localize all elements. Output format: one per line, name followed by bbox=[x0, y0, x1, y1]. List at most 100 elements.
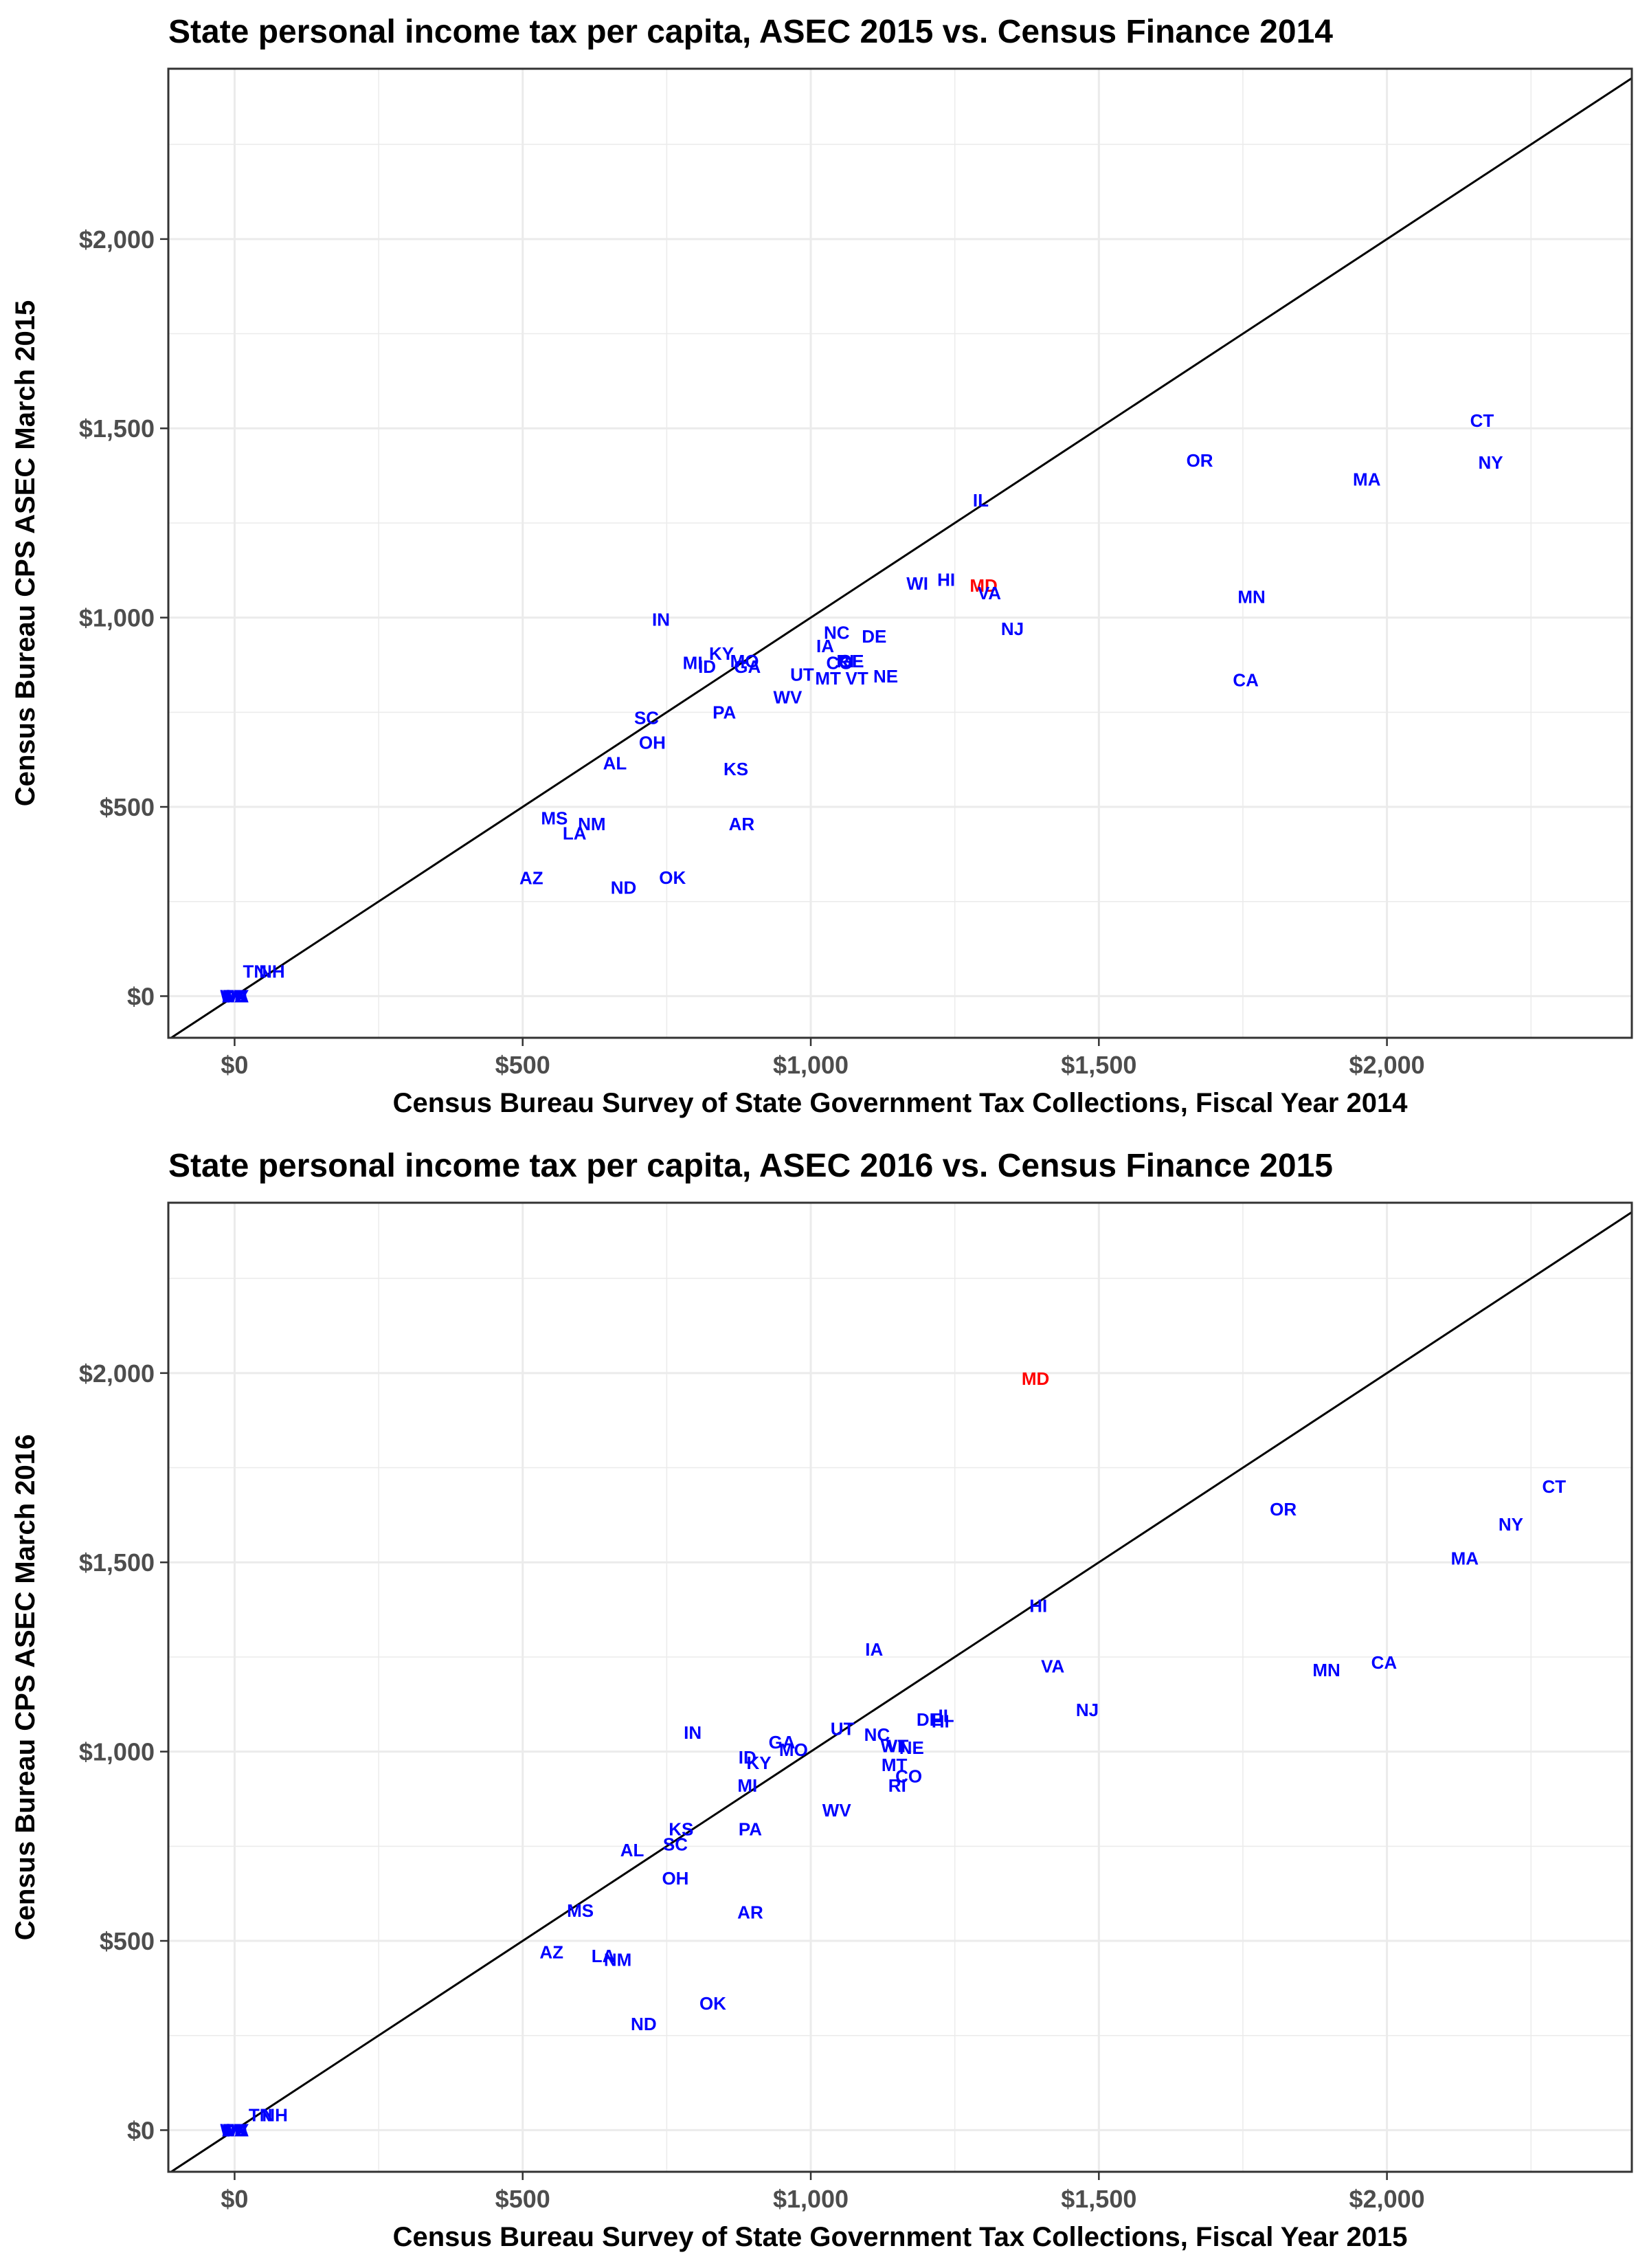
point-label-az: AZ bbox=[539, 1942, 563, 1963]
point-label-hi: HI bbox=[937, 570, 955, 590]
point-label-md: MD bbox=[969, 575, 997, 596]
point-label-fl: FL bbox=[224, 2120, 246, 2140]
point-label-in: IN bbox=[652, 609, 670, 630]
point-label-wy: WY bbox=[220, 986, 249, 1006]
point-label-ky: KY bbox=[746, 1753, 771, 1773]
plot-background bbox=[168, 69, 1632, 1038]
point-label-mo: MO bbox=[779, 1739, 808, 1760]
point-label-al: AL bbox=[620, 1840, 644, 1860]
point-label-co: CO bbox=[895, 1766, 922, 1786]
point-label-mn: MN bbox=[1237, 586, 1265, 607]
point-label-oh: OH bbox=[639, 732, 666, 753]
point-label-mn: MN bbox=[1312, 1660, 1340, 1680]
x-tick-label: $1,500 bbox=[1061, 2185, 1136, 2213]
y-tick-label: $1,500 bbox=[79, 1548, 155, 1577]
point-label-tx: TX bbox=[223, 986, 247, 1006]
point-label-nj: NJ bbox=[1076, 1700, 1099, 1720]
point-label-nj: NJ bbox=[1001, 619, 1024, 639]
point-label-nd: ND bbox=[631, 2014, 657, 2034]
point-label-va: VA bbox=[978, 583, 1001, 603]
point-label-wa: WA bbox=[220, 986, 249, 1006]
point-label-ia: IA bbox=[816, 636, 834, 656]
point-label-wv: WV bbox=[774, 687, 803, 707]
point-label-va: VA bbox=[1041, 1656, 1064, 1677]
point-label-ma: MA bbox=[1353, 469, 1381, 490]
point-label-oh: OH bbox=[662, 1868, 688, 1889]
y-tick-label: $1,000 bbox=[79, 604, 155, 632]
point-label-tn: TN bbox=[243, 961, 267, 982]
point-label-ri: RI bbox=[836, 651, 854, 671]
point-label-ga: GA bbox=[734, 656, 761, 677]
point-label-ca: CA bbox=[1233, 670, 1259, 691]
chart-title: State personal income tax per capita, AS… bbox=[168, 14, 1333, 50]
y-tick-label: $1,500 bbox=[79, 414, 155, 443]
point-label-wi: WI bbox=[906, 573, 928, 594]
point-label-wv: WV bbox=[822, 1800, 852, 1821]
point-label-nv: NV bbox=[222, 2120, 247, 2140]
reference-line-y-equals-x bbox=[170, 77, 1633, 1039]
point-label-ne: NE bbox=[899, 1737, 924, 1758]
x-tick-label: $1,000 bbox=[773, 2185, 849, 2213]
point-label-mt: MT bbox=[815, 668, 841, 689]
scatter-panel-2: State personal income tax per capita, AS… bbox=[10, 1148, 1633, 2252]
point-label-ks: KS bbox=[669, 1819, 693, 1840]
point-label-hi: HI bbox=[1029, 1596, 1047, 1616]
point-label-tx: TX bbox=[223, 2120, 247, 2140]
point-label-ny: NY bbox=[1499, 1514, 1523, 1535]
x-tick-label: $500 bbox=[495, 2185, 550, 2213]
point-label-hi: HI bbox=[932, 1711, 950, 1732]
point-label-md: MD bbox=[1022, 1368, 1049, 1389]
point-label-ms: MS bbox=[567, 1900, 594, 1921]
point-label-nh: NH bbox=[259, 961, 285, 982]
point-label-id: ID bbox=[698, 656, 716, 677]
point-label-la: LA bbox=[592, 1946, 616, 1966]
point-label-mo: MO bbox=[730, 651, 759, 671]
point-label-ks: KS bbox=[723, 759, 748, 779]
point-label-ri: RI bbox=[888, 1775, 906, 1796]
x-tick-label: $0 bbox=[221, 1051, 248, 1079]
point-label-nm: NM bbox=[604, 1950, 631, 1970]
point-label-ia: IA bbox=[865, 1639, 883, 1660]
point-label-ut: UT bbox=[831, 1719, 855, 1739]
point-label-mi: MI bbox=[737, 1775, 757, 1796]
point-label-il: IL bbox=[973, 490, 989, 511]
point-label-nv: NV bbox=[222, 986, 247, 1006]
point-label-vt: VT bbox=[845, 668, 868, 689]
point-label-ak: AK bbox=[222, 986, 248, 1006]
point-label-nc: NC bbox=[824, 623, 850, 643]
point-label-ak: AK bbox=[222, 2120, 248, 2140]
point-label-in: IN bbox=[684, 1722, 702, 1743]
point-label-nm: NM bbox=[578, 814, 605, 834]
point-label-de: DE bbox=[917, 1709, 941, 1730]
y-tick-label: $500 bbox=[100, 1927, 155, 1955]
y-tick-label: $0 bbox=[127, 982, 155, 1010]
point-label-mt: MT bbox=[882, 1755, 908, 1775]
x-tick-label: $1,000 bbox=[773, 1051, 849, 1079]
point-label-nh: NH bbox=[262, 2104, 288, 2125]
x-tick-label: $0 bbox=[221, 2185, 248, 2213]
point-label-vt: VT bbox=[886, 1735, 908, 1756]
y-tick-label: $0 bbox=[127, 2116, 155, 2144]
reference-line-y-equals-x bbox=[170, 1211, 1633, 2173]
point-label-ct: CT bbox=[1470, 410, 1494, 431]
y-tick-label: $2,000 bbox=[79, 225, 155, 254]
point-label-nc: NC bbox=[864, 1724, 890, 1745]
point-label-ma: MA bbox=[1451, 1548, 1479, 1569]
point-label-ga: GA bbox=[769, 1732, 796, 1753]
point-label-ok: OK bbox=[659, 867, 686, 888]
point-label-or: OR bbox=[1270, 1499, 1297, 1520]
scatter-panel-1: State personal income tax per capita, AS… bbox=[10, 14, 1633, 1118]
point-label-mi: MI bbox=[683, 653, 703, 674]
point-label-ar: AR bbox=[737, 1902, 763, 1923]
point-label-ne: NE bbox=[873, 666, 898, 687]
point-label-wy: WY bbox=[220, 2120, 249, 2140]
point-label-ar: AR bbox=[729, 814, 755, 834]
point-label-la: LA bbox=[563, 823, 587, 844]
point-label-ok: OK bbox=[699, 1993, 726, 2014]
x-tick-label: $2,000 bbox=[1349, 1051, 1425, 1079]
point-label-id: ID bbox=[739, 1747, 756, 1768]
point-label-de: DE bbox=[862, 626, 886, 647]
point-label-sd: SD bbox=[222, 986, 247, 1006]
point-label-wa: WA bbox=[220, 2120, 249, 2140]
